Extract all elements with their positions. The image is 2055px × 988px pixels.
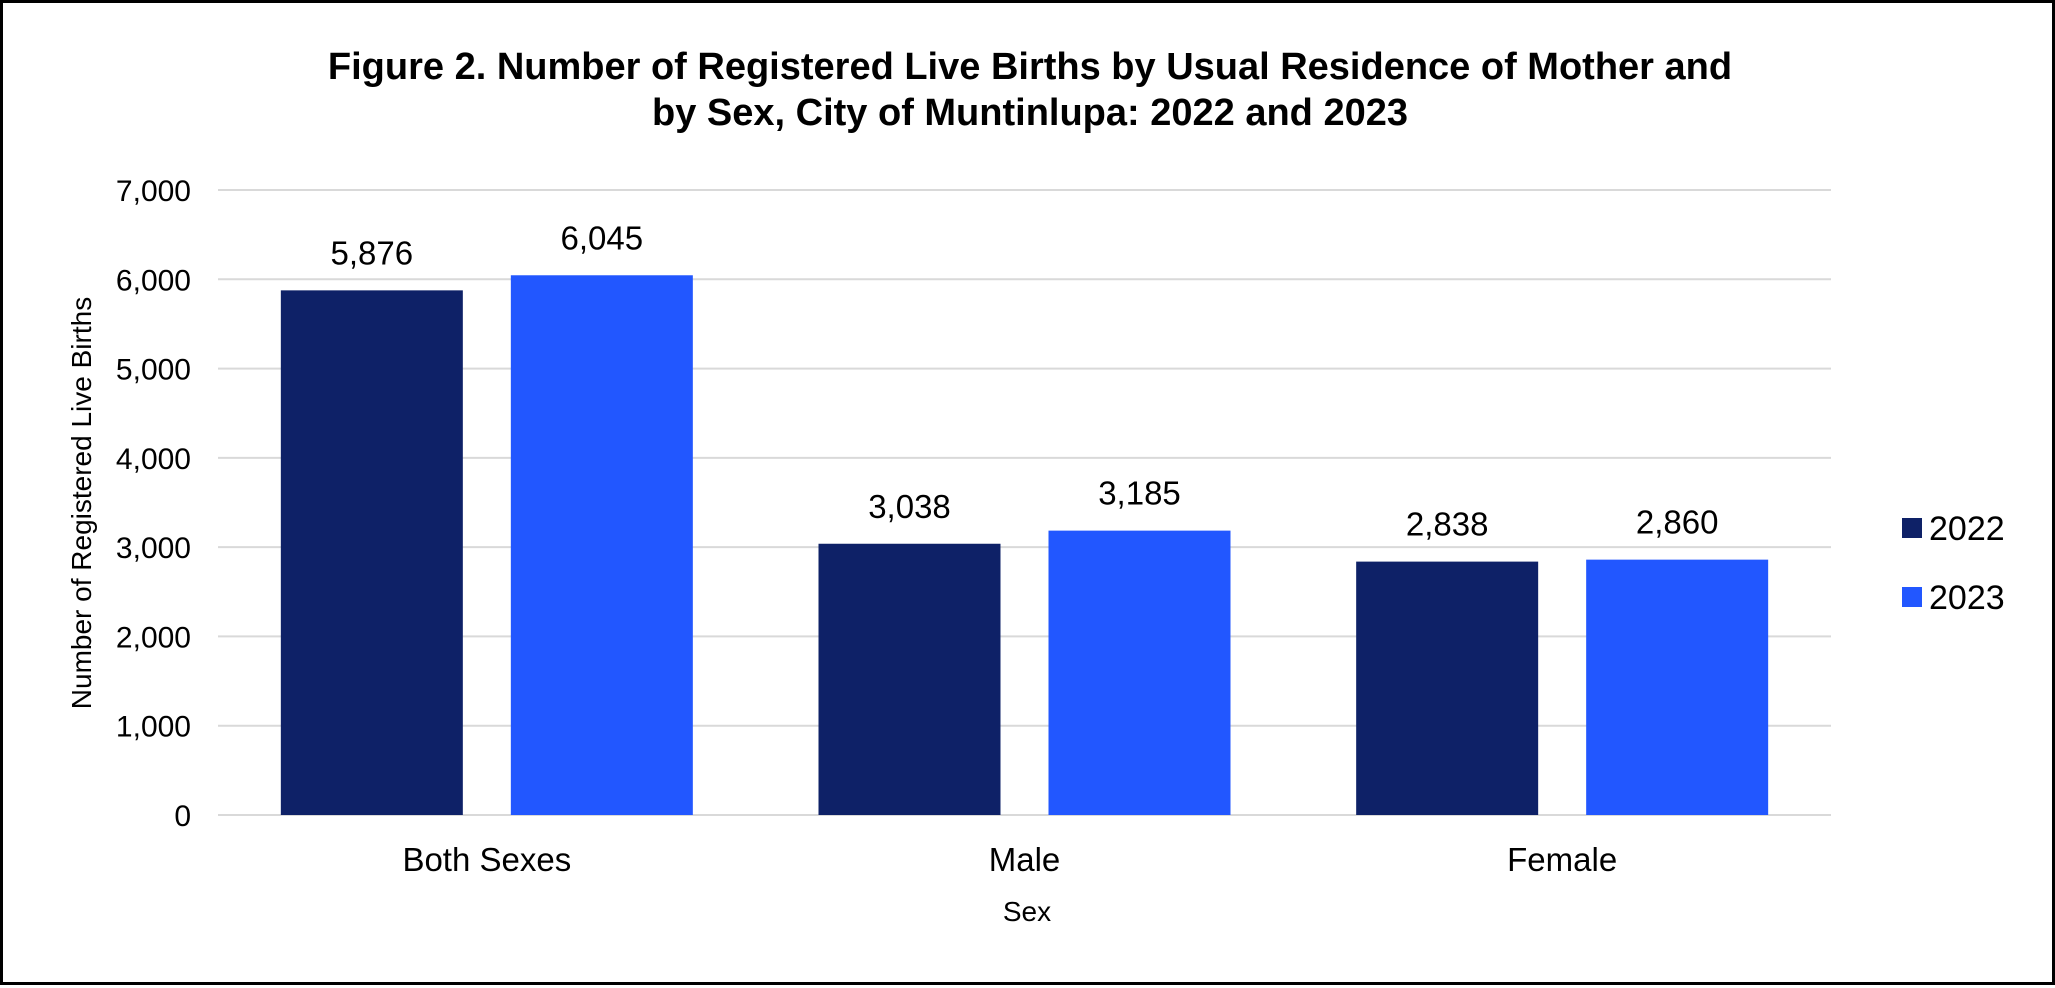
- bar-2022-1: [818, 543, 1001, 815]
- y-tick-label-7: 7,000: [116, 175, 191, 208]
- bar-2023-2: [1586, 559, 1769, 815]
- chart-title-line-1: Figure 2. Number of Registered Live Birt…: [328, 46, 1732, 88]
- data-label-2023-1: 3,185: [1098, 475, 1181, 512]
- bar-2023-0: [510, 275, 693, 816]
- x-category-label-2: Female: [1507, 841, 1617, 878]
- data-label-2023-2: 2,860: [1636, 504, 1719, 541]
- x-axis-category-labels: Both Sexes Male Female: [402, 841, 1617, 878]
- y-tick-label-2: 2,000: [116, 621, 191, 654]
- data-label-2023-0: 6,045: [561, 219, 644, 256]
- gridlines: [218, 189, 1831, 816]
- bar-2023-1: [1048, 530, 1231, 815]
- legend-swatch-2023: [1902, 587, 1922, 607]
- y-tick-label-0: 0: [174, 800, 191, 833]
- bar-chart: Figure 2. Number of Registered Live Birt…: [66, 46, 2005, 927]
- legend-label-2022: 2022: [1929, 510, 2005, 548]
- x-category-label-1: Male: [989, 841, 1061, 878]
- data-label-2022-0: 5,876: [331, 234, 414, 271]
- data-label-2022-1: 3,038: [868, 488, 951, 525]
- y-axis-title: Number of Registered Live Births: [66, 297, 97, 709]
- y-tick-label-6: 6,000: [116, 264, 191, 297]
- legend-label-2023: 2023: [1929, 579, 2005, 617]
- legend-swatch-2022: [1902, 518, 1922, 538]
- y-tick-label-1: 1,000: [116, 711, 191, 744]
- y-tick-label-4: 4,000: [116, 443, 191, 476]
- bar-2022-2: [1356, 561, 1539, 815]
- x-axis-title: Sex: [1003, 896, 1051, 927]
- x-category-label-0: Both Sexes: [402, 841, 571, 878]
- chart-title-line-2: by Sex, City of Muntinlupa: 2022 and 202…: [652, 92, 1408, 134]
- y-axis-tick-labels: 0 1,000 2,000 3,000 4,000 5,000 6,000 7,000: [116, 175, 191, 833]
- legend: 2022 2023: [1902, 510, 2005, 617]
- data-labels: 5,876 6,045 3,038 3,185 2,838 2,860: [331, 219, 1719, 542]
- y-tick-label-3: 3,000: [116, 532, 191, 565]
- bar-2022-0: [280, 290, 463, 815]
- y-tick-label-5: 5,000: [116, 354, 191, 387]
- bars: [280, 275, 1769, 816]
- data-label-2022-2: 2,838: [1406, 506, 1489, 543]
